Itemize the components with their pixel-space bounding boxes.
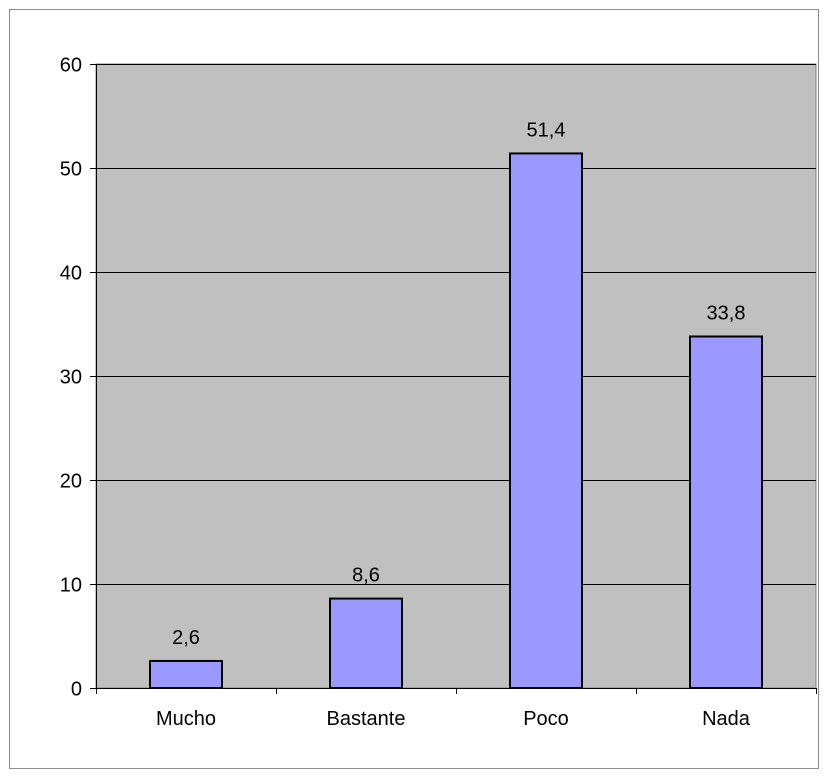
data-label-bastante: 8,6 — [352, 565, 380, 587]
bar-mucho — [149, 659, 223, 690]
y-tick-label: 50 — [60, 159, 82, 181]
bars — [149, 152, 763, 690]
x-tick-label-bastante: Bastante — [327, 708, 406, 730]
x-tick-label-poco: Poco — [523, 708, 569, 730]
bar-bastante — [329, 597, 403, 689]
x-tick-label-nada: Nada — [702, 708, 751, 730]
bar-nada — [689, 335, 763, 689]
y-tick-label: 0 — [71, 679, 82, 701]
axes — [90, 64, 817, 694]
y-tick-label: 20 — [60, 471, 82, 493]
y-tick-label: 60 — [60, 55, 82, 77]
data-label-nada: 33,8 — [707, 302, 746, 324]
x-tick-label-mucho: Mucho — [156, 708, 216, 730]
bar-poco — [509, 152, 583, 689]
data-label-poco: 51,4 — [527, 119, 566, 141]
y-tick-label: 30 — [60, 367, 82, 389]
y-tick-label: 40 — [60, 263, 82, 285]
labels: 0 10 20 30 40 50 60 2,6 Mucho 8,6 Bastante 51,4 Poco… — [60, 55, 751, 731]
gridlines — [96, 64, 816, 585]
y-tick-label: 10 — [60, 575, 82, 597]
data-label-mucho: 2,6 — [172, 627, 200, 649]
